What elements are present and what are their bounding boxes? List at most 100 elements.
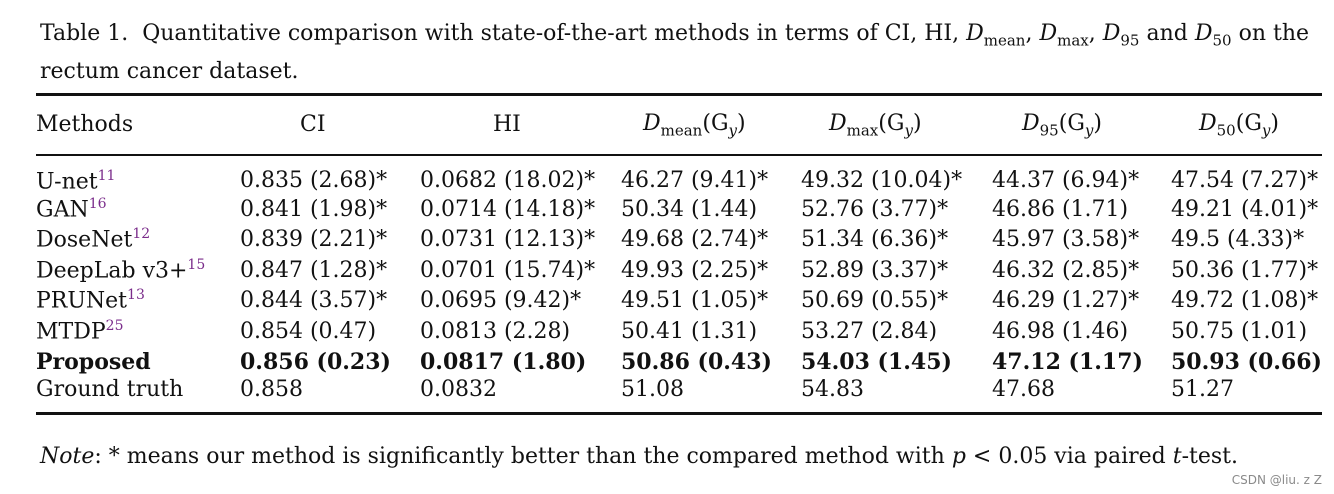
caption-text: Quantitative comparison with state-of-th… bbox=[142, 21, 960, 46]
header-dmax-unit: (G bbox=[878, 110, 905, 136]
hi-cell: 0.0832 bbox=[420, 376, 621, 415]
method-name: DoseNet bbox=[36, 227, 133, 253]
method-cell: DeepLab v3+15 bbox=[36, 255, 240, 286]
header-dmean-d: D bbox=[643, 110, 661, 136]
dmean-cell: 50.41 (1.31) bbox=[621, 318, 758, 344]
table-row: PRUNet13 0.844 (3.57)* 0.0695 (9.42)* 49.51… bbox=[36, 285, 1322, 316]
note-text-c: -test. bbox=[1181, 444, 1239, 469]
header-dmean-unit-sub: y bbox=[728, 120, 738, 139]
caption-dmean-sub: mean bbox=[983, 31, 1026, 50]
method-cell: PRUNet13 bbox=[36, 285, 240, 316]
table-row: U-net11 0.835 (2.68)* 0.0682 (18.02)* 46.27… bbox=[36, 155, 1322, 194]
hi-cell: 0.0682 (18.02)* bbox=[420, 168, 596, 194]
method-cell: DoseNet12 bbox=[36, 224, 240, 255]
caption-and: and bbox=[1146, 21, 1188, 46]
table-row-ground-truth: Ground truth 0.858 0.0832 51.08 54.83 47.68 51… bbox=[36, 376, 1322, 415]
caption-d50: D bbox=[1194, 21, 1213, 46]
d50-cell: 49.72 (1.08)* bbox=[1171, 288, 1319, 314]
d50-cell: 49.5 (4.33)* bbox=[1171, 227, 1305, 253]
method-cell: Proposed bbox=[36, 348, 151, 375]
header-dmean: Dmean(Gy) bbox=[621, 93, 801, 156]
header-row: Methods CI HI Dmean(Gy) Dmax(Gy) D95(Gy)… bbox=[36, 93, 1322, 156]
ci-cell: 0.858 bbox=[240, 376, 420, 415]
table-note: Note: * means our method is significantl… bbox=[40, 444, 1238, 469]
method-name: GAN bbox=[36, 197, 89, 223]
header-d50-sub: 50 bbox=[1216, 120, 1236, 139]
results-table: Methods CI HI Dmean(Gy) Dmax(Gy) D95(Gy)… bbox=[36, 93, 1322, 415]
header-dmean-sub: mean bbox=[660, 120, 703, 139]
table-caption: Table 1. Quantitative comparison with sta… bbox=[40, 18, 1322, 87]
ci-cell: 0.841 (1.98)* bbox=[240, 196, 388, 222]
table-row: GAN16 0.841 (1.98)* 0.0714 (14.18)* 50.34 (… bbox=[36, 194, 1322, 225]
ci-cell: 0.844 (3.57)* bbox=[240, 288, 388, 314]
dmean-cell: 49.68 (2.74)* bbox=[621, 227, 769, 253]
dmean-cell: 49.51 (1.05)* bbox=[621, 288, 769, 314]
header-d50-unit: (G bbox=[1235, 110, 1262, 136]
citation-ref[interactable]: 15 bbox=[187, 256, 206, 273]
ci-cell: 0.854 (0.47) bbox=[240, 318, 377, 344]
d50-cell: 49.21 (4.01)* bbox=[1171, 196, 1319, 222]
d95-cell: 47.68 bbox=[992, 376, 1171, 415]
citation-ref[interactable]: 12 bbox=[132, 226, 151, 243]
d95-cell: 47.12 (1.17) bbox=[992, 348, 1143, 375]
table-row: DeepLab v3+15 0.847 (1.28)* 0.0701 (15.74)… bbox=[36, 255, 1322, 286]
d50-cell: 50.36 (1.77)* bbox=[1171, 257, 1319, 283]
caption-d95: D bbox=[1102, 21, 1121, 46]
watermark: CSDN @liu. z Z bbox=[1231, 473, 1322, 487]
header-d95-unit-sub: y bbox=[1084, 120, 1094, 139]
d95-cell: 46.86 (1.71) bbox=[992, 196, 1129, 222]
header-d50-close: ) bbox=[1270, 110, 1279, 136]
dmax-cell: 51.34 (6.36)* bbox=[801, 227, 949, 253]
header-d95-sub: 95 bbox=[1039, 120, 1059, 139]
method-name: U-net bbox=[36, 168, 98, 194]
ci-cell: 0.856 (0.23) bbox=[240, 348, 391, 375]
dmean-cell: 51.08 bbox=[621, 376, 801, 415]
citation-ref[interactable]: 25 bbox=[105, 317, 124, 334]
header-dmean-unit: (G bbox=[702, 110, 729, 136]
dmax-cell: 49.32 (10.04)* bbox=[801, 168, 963, 194]
hi-cell: 0.0813 (2.28) bbox=[420, 318, 571, 344]
d50-cell: 51.27 bbox=[1171, 376, 1322, 415]
caption-dmax: D bbox=[1039, 21, 1058, 46]
table-row: DoseNet12 0.839 (2.21)* 0.0731 (12.13)* 49.… bbox=[36, 224, 1322, 255]
d95-cell: 44.37 (6.94)* bbox=[992, 168, 1140, 194]
caption-d95-sub: 95 bbox=[1120, 31, 1140, 50]
hi-cell: 0.0731 (12.13)* bbox=[420, 227, 596, 253]
header-dmax-d: D bbox=[829, 110, 847, 136]
method-name: MTDP bbox=[36, 319, 106, 345]
method-name: PRUNet bbox=[36, 288, 128, 314]
citation-ref[interactable]: 11 bbox=[97, 167, 116, 184]
method-name: DeepLab v3+ bbox=[36, 258, 188, 284]
d50-cell: 47.54 (7.27)* bbox=[1171, 168, 1319, 194]
header-d95-close: ) bbox=[1093, 110, 1102, 136]
ci-cell: 0.839 (2.21)* bbox=[240, 227, 388, 253]
dmean-cell: 50.86 (0.43) bbox=[621, 348, 772, 375]
dmax-cell: 52.89 (3.37)* bbox=[801, 257, 949, 283]
citation-ref[interactable]: 16 bbox=[88, 195, 107, 212]
hi-cell: 0.0817 (1.80) bbox=[420, 348, 587, 375]
header-dmax-close: ) bbox=[912, 110, 922, 136]
ci-cell: 0.835 (2.68)* bbox=[240, 168, 388, 194]
method-cell: U-net11 bbox=[36, 155, 240, 194]
header-hi: HI bbox=[420, 93, 621, 156]
citation-ref[interactable]: 13 bbox=[127, 287, 145, 304]
note-text-b: < 0.05 via paired bbox=[972, 444, 1166, 469]
header-dmax-sub: max bbox=[846, 120, 879, 139]
ci-cell: 0.847 (1.28)* bbox=[240, 257, 388, 283]
caption-line-1: Table 1. Quantitative comparison with sta… bbox=[40, 21, 1310, 50]
header-d50-d: D bbox=[1199, 110, 1217, 136]
table-row: MTDP25 0.854 (0.47) 0.0813 (2.28) 50.41 (1.… bbox=[36, 316, 1322, 347]
dmax-cell: 53.27 (2.84) bbox=[801, 318, 938, 344]
dmean-cell: 50.34 (1.44) bbox=[621, 196, 758, 222]
caption-d50-sub: 50 bbox=[1212, 31, 1232, 50]
dmean-cell: 46.27 (9.41)* bbox=[621, 168, 769, 194]
d95-cell: 46.32 (2.85)* bbox=[992, 257, 1140, 283]
caption-on-the: on the bbox=[1238, 21, 1310, 46]
dmax-cell: 52.76 (3.77)* bbox=[801, 196, 949, 222]
hi-cell: 0.0714 (14.18)* bbox=[420, 196, 596, 222]
note-label: Note bbox=[40, 444, 95, 469]
method-cell: GAN16 bbox=[36, 194, 240, 225]
header-d95: D95(Gy) bbox=[992, 93, 1171, 156]
header-d50: D50(Gy) bbox=[1171, 93, 1322, 156]
header-ci: CI bbox=[240, 93, 420, 156]
